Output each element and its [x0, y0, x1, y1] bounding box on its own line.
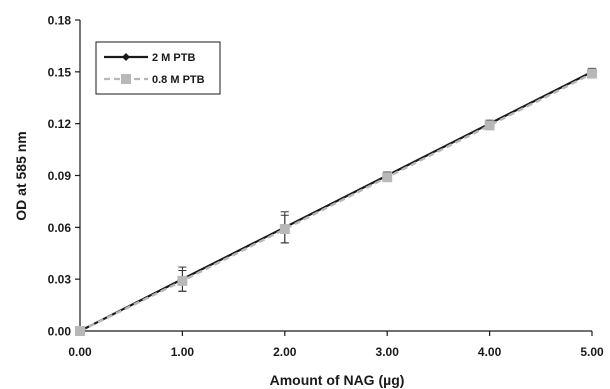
- y-tick-label: 0.03: [48, 273, 72, 287]
- x-axis-label: Amount of NAG (µg): [270, 372, 405, 388]
- x-tick-label: 1.00: [171, 345, 195, 359]
- legend-label: 0.8 M PTB: [152, 74, 205, 86]
- legend-box: [95, 41, 221, 95]
- x-tick-label: 2.00: [273, 345, 297, 359]
- x-tick-label: 0.00: [68, 345, 92, 359]
- series-line: [79, 70, 593, 332]
- x-tick-label: 3.00: [376, 345, 400, 359]
- legend-marker: [122, 53, 130, 61]
- y-axis-label: OD at 585 nm: [13, 131, 29, 220]
- axis-ticks: 0.00 0.03 0.06 0.09 0.12 0.15 0.18 0.00 1.00 2.00…: [48, 14, 604, 360]
- data-point: [484, 120, 495, 131]
- y-tick-label: 0.00: [48, 325, 72, 339]
- legend-item: 2 M PTB: [104, 52, 195, 64]
- series-zero-point-eight-molar: [75, 68, 597, 336]
- legend-item: 0.8 M PTB: [104, 74, 205, 86]
- data-point: [587, 68, 597, 79]
- legend-marker: [121, 74, 131, 84]
- data-point: [382, 172, 393, 183]
- data-point: [75, 326, 85, 336]
- legend: 2 M PTB 0.8 M PTB: [95, 41, 221, 95]
- legend-label: 2 M PTB: [152, 52, 195, 64]
- data-point: [177, 275, 188, 286]
- y-tick-label: 0.18: [48, 14, 72, 28]
- x-tick-label: 4.00: [478, 345, 502, 359]
- series-layer: [75, 67, 597, 336]
- y-tick-label: 0.09: [48, 169, 72, 183]
- y-tick-label: 0.12: [48, 117, 72, 131]
- y-tick-label: 0.06: [48, 221, 72, 235]
- y-tick-label: 0.15: [48, 65, 72, 79]
- x-tick-label: 5.00: [580, 345, 604, 359]
- series-line: [79, 72, 593, 333]
- data-point: [279, 224, 290, 235]
